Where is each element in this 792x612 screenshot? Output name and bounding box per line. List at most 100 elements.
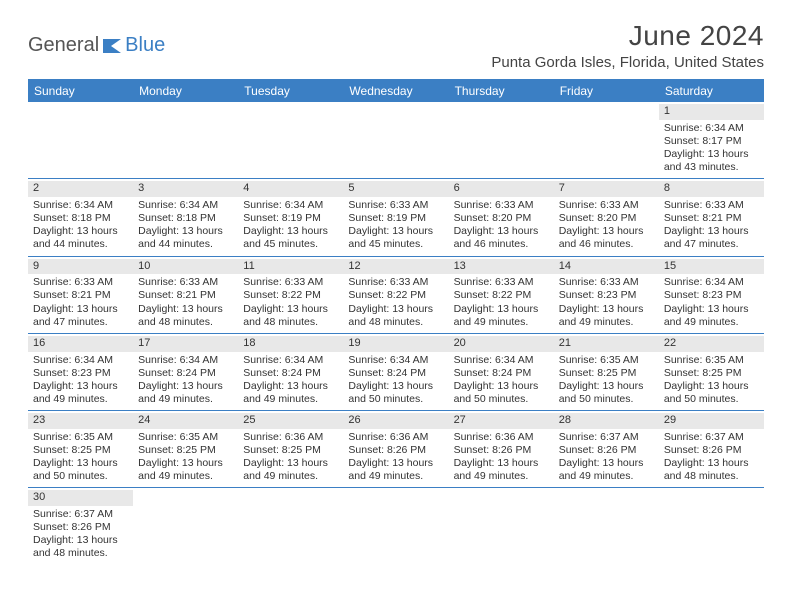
empty-day-cell (238, 488, 343, 564)
day-detail-line: Sunrise: 6:34 AM (33, 199, 128, 212)
day-detail-line: Sunrise: 6:37 AM (664, 431, 759, 444)
day-detail-line: Sunset: 8:24 PM (243, 367, 338, 380)
day-header: Thursday (449, 80, 554, 102)
day-detail-line: and 46 minutes. (559, 238, 654, 251)
day-detail-line: and 50 minutes. (664, 393, 759, 406)
day-detail-line: and 48 minutes. (33, 547, 128, 560)
empty-day-cell (449, 488, 554, 564)
day-number: 6 (449, 181, 554, 197)
day-detail-line: and 44 minutes. (138, 238, 233, 251)
day-detail-line: Sunset: 8:22 PM (454, 289, 549, 302)
day-detail-line: and 50 minutes. (33, 470, 128, 483)
day-detail-line: Sunrise: 6:34 AM (138, 199, 233, 212)
day-detail-line: Daylight: 13 hours (454, 225, 549, 238)
day-detail-line: and 49 minutes. (348, 470, 443, 483)
day-detail-line: Sunrise: 6:34 AM (243, 199, 338, 212)
day-number: 13 (449, 259, 554, 275)
title-block: June 2024 Punta Gorda Isles, Florida, Un… (491, 20, 764, 71)
week-row: 9 Sunrise: 6:33 AM Sunset: 8:21 PM Daylight… (28, 257, 764, 334)
day-detail-line: Sunrise: 6:34 AM (243, 354, 338, 367)
day-number: 8 (659, 181, 764, 197)
day-detail-line: and 49 minutes. (559, 316, 654, 329)
day-detail-line: Sunrise: 6:37 AM (559, 431, 654, 444)
day-cell: 19Sunrise: 6:34 AMSunset: 8:24 PMDayligh… (343, 334, 448, 410)
empty-day-cell (133, 102, 238, 178)
day-header: Sunday (28, 80, 133, 102)
day-detail-line: Sunset: 8:21 PM (33, 289, 128, 302)
day-cell: 14Sunrise: 6:33 AMSunset: 8:23 PMDayligh… (554, 257, 659, 333)
day-number: 19 (343, 336, 448, 352)
day-number: 9 (28, 259, 133, 275)
day-detail-line: Daylight: 13 hours (243, 380, 338, 393)
day-header: Wednesday (343, 80, 448, 102)
day-detail-line: Sunset: 8:24 PM (348, 367, 443, 380)
empty-day-cell (554, 102, 659, 178)
day-detail-line: Sunrise: 6:35 AM (33, 431, 128, 444)
day-cell: 22Sunrise: 6:35 AMSunset: 8:25 PMDayligh… (659, 334, 764, 410)
day-cell: 29Sunrise: 6:37 AMSunset: 8:26 PMDayligh… (659, 411, 764, 487)
logo-text-blue: Blue (125, 34, 165, 57)
calendar-grid: SundayMondayTuesdayWednesdayThursdayFrid… (28, 79, 764, 565)
day-number: 15 (659, 259, 764, 275)
day-detail-line: Sunset: 8:19 PM (243, 212, 338, 225)
day-detail-line: Sunrise: 6:34 AM (33, 354, 128, 367)
day-detail-line: Sunset: 8:26 PM (348, 444, 443, 457)
day-cell: 28Sunrise: 6:37 AMSunset: 8:26 PMDayligh… (554, 411, 659, 487)
day-cell: 20Sunrise: 6:34 AMSunset: 8:24 PMDayligh… (449, 334, 554, 410)
day-detail-line: Sunrise: 6:34 AM (138, 354, 233, 367)
day-cell: 17Sunrise: 6:34 AMSunset: 8:24 PMDayligh… (133, 334, 238, 410)
empty-day-cell (28, 102, 133, 178)
day-detail-line: Sunset: 8:20 PM (454, 212, 549, 225)
day-detail-line: Sunrise: 6:33 AM (664, 199, 759, 212)
week-row: 23Sunrise: 6:35 AMSunset: 8:25 PMDayligh… (28, 411, 764, 488)
day-detail-line: and 44 minutes. (33, 238, 128, 251)
day-cell: 9Sunrise: 6:33 AMSunset: 8:21 PMDaylight… (28, 257, 133, 333)
day-cell: 3Sunrise: 6:34 AMSunset: 8:18 PMDaylight… (133, 179, 238, 255)
day-detail-line: and 48 minutes. (664, 470, 759, 483)
day-detail-line: Daylight: 13 hours (559, 380, 654, 393)
day-detail-line: Sunrise: 6:35 AM (664, 354, 759, 367)
day-cell: 8Sunrise: 6:33 AMSunset: 8:21 PMDaylight… (659, 179, 764, 255)
day-detail-line: Sunset: 8:24 PM (138, 367, 233, 380)
day-detail-line: Sunrise: 6:33 AM (454, 276, 549, 289)
month-title: June 2024 (491, 20, 764, 52)
day-detail-line: and 49 minutes. (559, 470, 654, 483)
day-cell: 30Sunrise: 6:37 AMSunset: 8:26 PMDayligh… (28, 488, 133, 564)
day-number: 14 (554, 259, 659, 275)
day-number: 17 (133, 336, 238, 352)
day-cell: 25Sunrise: 6:36 AMSunset: 8:25 PMDayligh… (238, 411, 343, 487)
day-detail-line: Daylight: 13 hours (559, 303, 654, 316)
day-detail-line: Sunset: 8:25 PM (243, 444, 338, 457)
day-detail-line: Sunset: 8:18 PM (138, 212, 233, 225)
day-detail-line: Sunrise: 6:33 AM (243, 276, 338, 289)
day-number: 24 (133, 413, 238, 429)
day-cell: 12Sunrise: 6:33 AMSunset: 8:22 PMDayligh… (343, 257, 448, 333)
day-detail-line: Sunrise: 6:34 AM (664, 122, 759, 135)
day-detail-line: Daylight: 13 hours (348, 380, 443, 393)
day-cell: 15Sunrise: 6:34 AMSunset: 8:23 PMDayligh… (659, 257, 764, 333)
day-number: 27 (449, 413, 554, 429)
empty-day-cell (554, 488, 659, 564)
day-number: 20 (449, 336, 554, 352)
day-number: 11 (238, 259, 343, 275)
day-detail-line: and 49 minutes. (138, 470, 233, 483)
day-detail-line: Sunset: 8:23 PM (33, 367, 128, 380)
day-detail-line: and 46 minutes. (454, 238, 549, 251)
day-detail-line: Sunrise: 6:37 AM (33, 508, 128, 521)
day-header-row: SundayMondayTuesdayWednesdayThursdayFrid… (28, 80, 764, 102)
day-number: 21 (554, 336, 659, 352)
day-detail-line: Sunset: 8:25 PM (664, 367, 759, 380)
day-detail-line: Sunset: 8:26 PM (559, 444, 654, 457)
week-row: 16Sunrise: 6:34 AMSunset: 8:23 PMDayligh… (28, 334, 764, 411)
day-detail-line: Daylight: 13 hours (664, 457, 759, 470)
day-detail-line: Daylight: 13 hours (559, 225, 654, 238)
day-detail-line: and 49 minutes. (138, 393, 233, 406)
day-detail-line: Sunset: 8:22 PM (348, 289, 443, 302)
day-detail-line: and 49 minutes. (33, 393, 128, 406)
day-detail-line: Sunset: 8:23 PM (559, 289, 654, 302)
day-detail-line: and 49 minutes. (454, 470, 549, 483)
day-detail-line: Daylight: 13 hours (138, 303, 233, 316)
day-detail-line: Sunset: 8:21 PM (664, 212, 759, 225)
day-detail-line: Sunset: 8:19 PM (348, 212, 443, 225)
day-detail-line: Daylight: 13 hours (33, 380, 128, 393)
